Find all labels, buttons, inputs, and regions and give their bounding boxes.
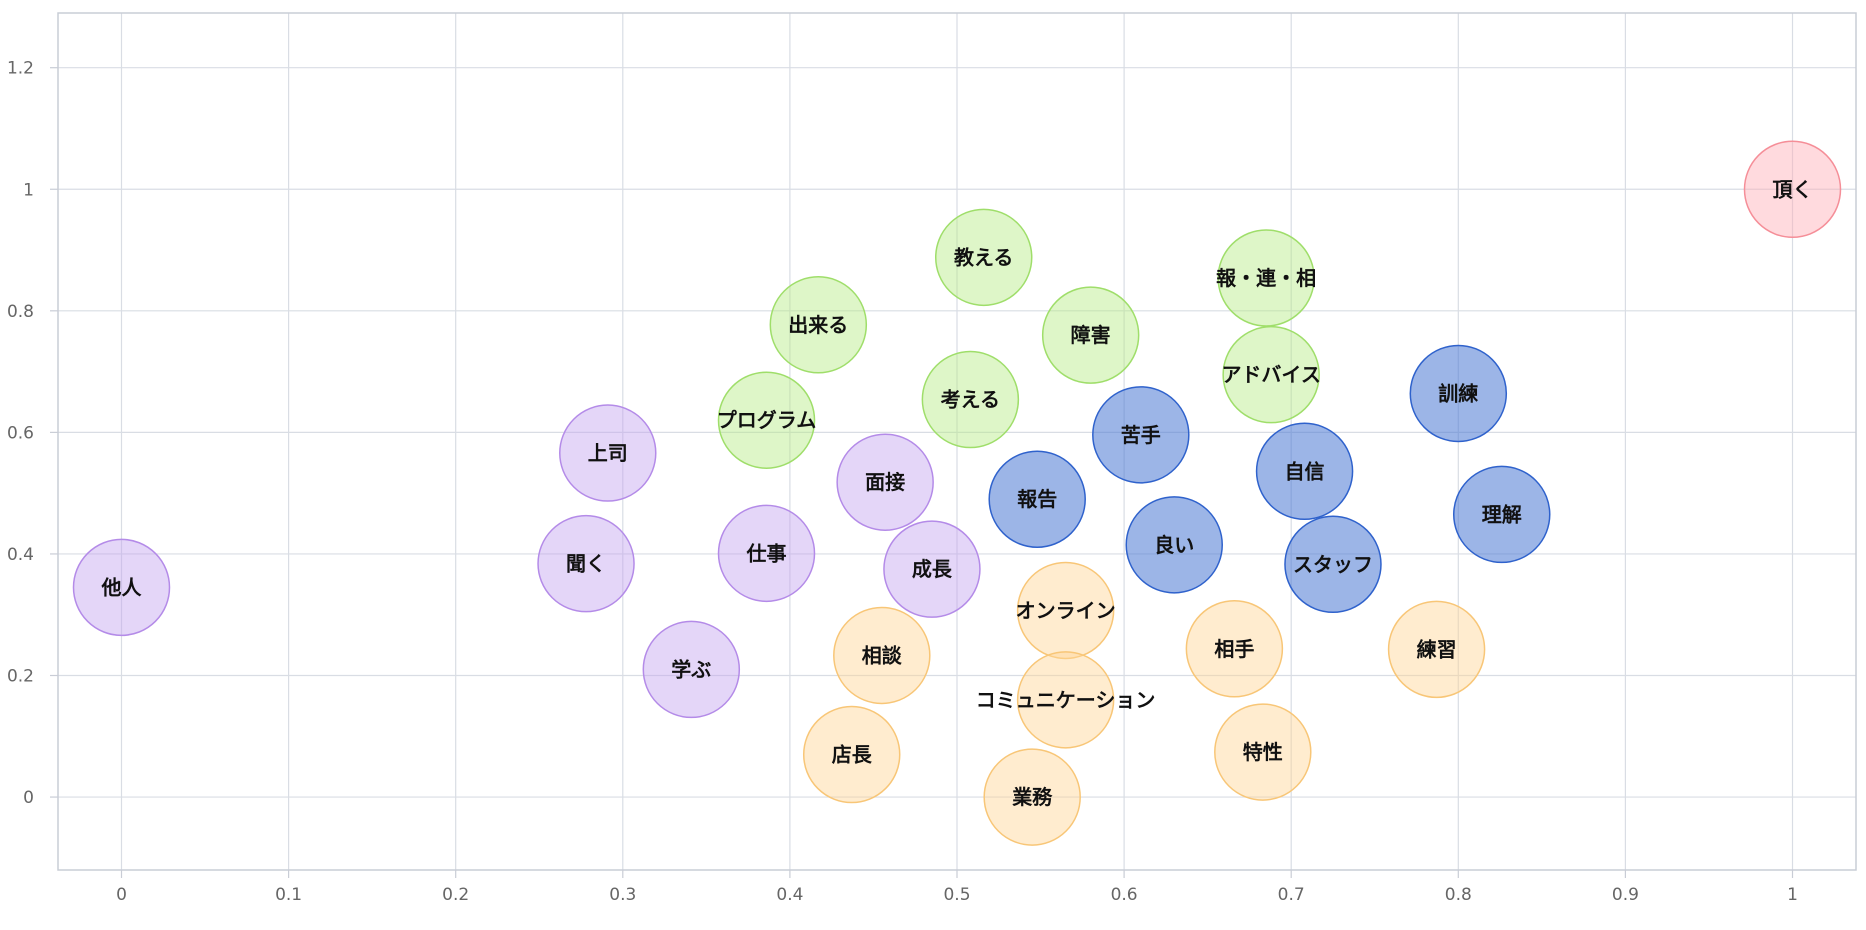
bubble-point [1222,325,1320,424]
bubble-point [1217,229,1315,327]
x-tick-label: 0.5 [943,885,970,905]
bubble-label: 練習 [1417,637,1457,661]
bubble-label: アドバイス [1221,363,1320,387]
bubble-point [836,433,934,531]
bubble-label: 出来る [788,313,848,337]
x-tick-label: 0.4 [776,885,803,905]
bubble-label: 報・連・相 [1216,266,1316,290]
bubble-point [1409,344,1508,443]
y-tick-label: 0 [23,788,34,808]
bubble-point [537,514,635,613]
bubble-point [833,606,931,705]
bubble-point [717,371,816,469]
x-tick-label: 0.2 [442,885,469,905]
bubble-label: オンライン [1016,598,1116,622]
bubble-point [1041,286,1140,384]
x-tick-label: 0.6 [1111,885,1138,905]
bubble-label: 店長 [832,743,873,767]
bubble-point [802,705,901,804]
bubble-label: 良い [1154,533,1194,557]
bubble-point [1214,703,1312,801]
bubble-point [642,620,741,719]
bubble-point [1185,600,1284,698]
bubble-label: 自信 [1285,459,1325,483]
bubble-label: 他人 [100,575,142,599]
x-tick-label: 0.8 [1445,885,1472,905]
bubble-label: 報告 [1017,487,1057,511]
y-tick-label: 0.6 [7,423,34,443]
tick-labels: 0 0.1 0.2 0.3 0.4 0.5 0.6 0.7 0.8 0.9 1 0 0.2 0.4 0.6 0… [7,59,1798,905]
bubble-point [921,350,1020,449]
bubble-point [1284,515,1382,614]
bubble-point [72,538,171,637]
bubble-label: 特性 [1243,740,1283,764]
bubble-point [934,208,1033,307]
x-tick-label: 0.3 [609,885,636,905]
bubble-point [1125,496,1223,594]
x-tick-label: 0 [116,885,127,905]
bubbles [72,140,1842,846]
bubble-label: 学ぶ [671,657,711,681]
bubble-point [983,748,1081,846]
y-tick-label: 0.8 [7,302,34,322]
grid-lines [50,13,1856,878]
bubble-point [1016,561,1115,660]
x-tick-label: 0.1 [275,885,302,905]
bubble-point [1387,600,1486,699]
bubble-label: 仕事 [746,541,787,565]
bubble-label: 訓練 [1438,381,1478,405]
bubble-label: 苦手 [1121,423,1161,447]
bubble-point [1255,422,1354,521]
y-tick-label: 0.4 [7,545,34,565]
bubble-point [988,450,1086,548]
bubble-label: 聞く [566,552,606,576]
x-tick-label: 1 [1787,885,1798,905]
bubble-point [1743,140,1842,239]
bubble-label: 業務 [1012,785,1053,809]
bubble-label: 面接 [865,470,905,494]
y-tick-label: 0.2 [7,667,34,687]
plot-frame [57,12,1857,871]
bubble-label: 教える [954,245,1013,269]
bubble-label: 理解 [1482,502,1522,526]
bubble-point [1092,386,1190,484]
bubble-point [559,404,657,502]
bubble-label: コミュニケーション [976,688,1156,712]
bubble-label: 相手 [1214,637,1254,661]
bubble-label: 考える [941,388,1000,412]
y-tick-label: 1.2 [7,59,34,79]
bubble-label: スタッフ [1293,552,1373,576]
bubble-label: 頂く [1773,177,1813,201]
y-tick-label: 1 [23,180,34,200]
bubble-label: 成長 [912,557,953,581]
bubble-point [1452,465,1551,564]
bubble-point [1016,651,1115,749]
x-tick-label: 0.9 [1612,885,1639,905]
bubble-label: 障害 [1071,323,1111,347]
bubble-label: 相談 [862,643,903,667]
bubble-point [769,276,868,374]
bubble-label: プログラム [717,408,816,432]
bubble-point [717,504,816,603]
bubble-point [883,520,981,618]
x-tick-label: 0.7 [1278,885,1305,905]
bubble-label: 上司 [588,441,628,465]
